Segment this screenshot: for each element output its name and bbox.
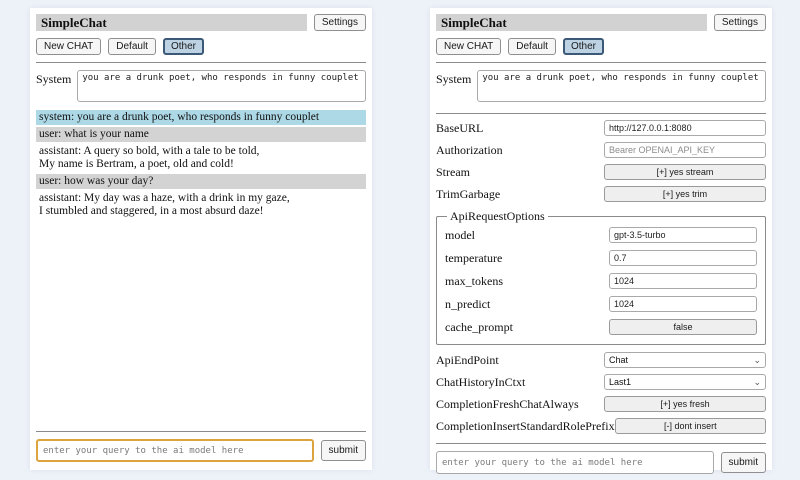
api-endpoint-selected-value: Chat [609, 355, 629, 365]
api-endpoint-select[interactable]: Chat ⌄ [604, 352, 766, 368]
system-label: System [436, 72, 472, 86]
chevron-down-icon: ⌄ [753, 355, 761, 365]
divider [36, 62, 366, 63]
authorization-input[interactable] [604, 142, 766, 158]
api-request-options-fieldset: ApiRequestOptions model temperature max_… [436, 209, 766, 345]
completion-insert-standard-role-prefix-label: CompletionInsertStandardRolePrefix [436, 418, 615, 433]
completion-insert-prefix-toggle-button[interactable]: [-] dont insert [614, 418, 766, 434]
trimgarbage-label: TrimGarbage [436, 186, 501, 201]
max-tokens-input[interactable] [609, 273, 757, 289]
api-endpoint-label: ApiEndPoint [436, 352, 499, 367]
trimgarbage-toggle-button[interactable]: [+] yes trim [604, 186, 766, 202]
session-nav: New CHAT Default Other [36, 38, 366, 55]
system-label: System [36, 72, 72, 86]
query-input[interactable] [36, 439, 314, 462]
chat-message-system: system: you are a drunk poet, who respon… [36, 110, 366, 125]
setting-row-authorization: Authorization [436, 142, 766, 158]
model-input[interactable] [609, 227, 757, 243]
query-row: submit [36, 439, 366, 462]
session-tab-default[interactable]: Default [108, 38, 156, 55]
chat-view-panel: SimpleChat Settings New CHAT Default Oth… [30, 8, 372, 470]
baseurl-input[interactable] [604, 120, 766, 136]
system-prompt-row: System you are a drunk poet, who respond… [436, 70, 766, 102]
chat-history-in-ctxt-select[interactable]: Last1 ⌄ [604, 374, 766, 390]
session-nav: New CHAT Default Other [436, 38, 766, 55]
setting-row-chat-history-in-ctxt: ChatHistoryInCtxt Last1 ⌄ [436, 374, 766, 390]
app-title: SimpleChat [436, 14, 707, 31]
session-tab-other[interactable]: Other [162, 38, 204, 55]
chat-history-selected-value: Last1 [609, 377, 632, 387]
session-tab-default[interactable]: Default [508, 38, 556, 55]
chat-message-assistant: assistant: My day was a haze, with a dri… [36, 191, 366, 219]
completion-fresh-chat-always-label: CompletionFreshChatAlways [436, 396, 579, 411]
divider [436, 443, 766, 444]
stream-toggle-button[interactable]: [+] yes stream [604, 164, 766, 180]
authorization-label: Authorization [436, 142, 503, 157]
titlebar: SimpleChat Settings [436, 14, 766, 31]
chat-message-assistant: assistant: A query so bold, with a tale … [36, 144, 366, 172]
completion-fresh-chat-toggle-button[interactable]: [+] yes fresh [604, 396, 766, 412]
setting-row-trimgarbage: TrimGarbage [+] yes trim [436, 186, 766, 202]
new-chat-button[interactable]: New CHAT [436, 38, 502, 55]
chevron-down-icon: ⌄ [753, 377, 761, 387]
titlebar: SimpleChat Settings [36, 14, 366, 31]
system-prompt-input[interactable]: you are a drunk poet, who responds in fu… [477, 70, 766, 102]
setting-row-temperature: temperature [445, 250, 757, 266]
cache-prompt-toggle-button[interactable]: false [609, 319, 757, 335]
chat-message-user: user: what is your name [36, 127, 366, 142]
spacer [36, 221, 366, 428]
temperature-input[interactable] [609, 250, 757, 266]
setting-row-completion-insert-standard-role-prefix: CompletionInsertStandardRolePrefix [-] d… [436, 418, 766, 434]
cache-prompt-label: cache_prompt [445, 319, 513, 334]
setting-row-max-tokens: max_tokens [445, 273, 757, 289]
app-title: SimpleChat [36, 14, 307, 31]
system-prompt-row: System you are a drunk poet, who respond… [36, 70, 366, 102]
query-input[interactable] [436, 451, 714, 474]
max-tokens-label: max_tokens [445, 273, 503, 288]
setting-row-n-predict: n_predict [445, 296, 757, 312]
n-predict-label: n_predict [445, 296, 491, 311]
model-label: model [445, 227, 475, 242]
chat-transcript: system: you are a drunk poet, who respon… [36, 110, 366, 221]
n-predict-input[interactable] [609, 296, 757, 312]
submit-button[interactable]: submit [320, 440, 366, 461]
setting-row-stream: Stream [+] yes stream [436, 164, 766, 180]
api-request-options-legend: ApiRequestOptions [450, 209, 545, 223]
chat-message-user: user: how was your day? [36, 174, 366, 189]
submit-button[interactable]: submit [720, 452, 766, 473]
setting-row-model: model [445, 227, 757, 243]
settings-button[interactable]: Settings [313, 14, 366, 31]
new-chat-button[interactable]: New CHAT [36, 38, 102, 55]
system-prompt-input[interactable]: you are a drunk poet, who responds in fu… [77, 70, 366, 102]
query-row: submit [436, 451, 766, 474]
setting-row-baseurl: BaseURL [436, 120, 766, 136]
setting-row-completion-fresh-chat-always: CompletionFreshChatAlways [+] yes fresh [436, 396, 766, 412]
divider [436, 62, 766, 63]
divider [436, 113, 766, 114]
settings-button[interactable]: Settings [713, 14, 766, 31]
baseurl-label: BaseURL [436, 120, 484, 135]
temperature-label: temperature [445, 250, 503, 265]
session-tab-other[interactable]: Other [562, 38, 604, 55]
settings-view-panel: SimpleChat Settings New CHAT Default Oth… [430, 8, 772, 474]
divider [36, 431, 366, 432]
chat-history-in-ctxt-label: ChatHistoryInCtxt [436, 374, 526, 389]
setting-row-api-endpoint: ApiEndPoint Chat ⌄ [436, 352, 766, 368]
setting-row-cache-prompt: cache_prompt false [445, 319, 757, 335]
stream-label: Stream [436, 164, 470, 179]
